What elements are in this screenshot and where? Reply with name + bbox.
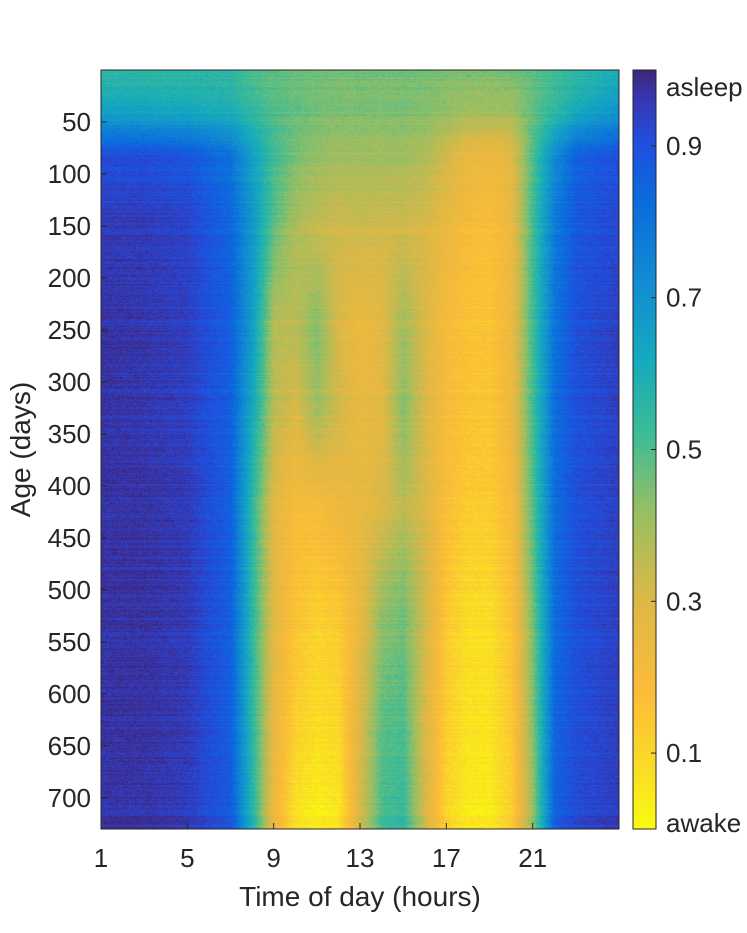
colorbar-tick-label: awake [666,808,741,838]
x-axis: 1 5 9 13 17 21 [94,823,547,873]
y-tick-label: 300 [48,367,91,397]
x-tick-label: 5 [180,843,194,873]
x-tick-label: 1 [94,843,108,873]
y-tick-label: 700 [48,783,91,813]
colorbar-tick-label: 0.9 [666,131,702,161]
y-tick-label: 500 [48,575,91,605]
colorbar-tick-label: 0.1 [666,738,702,768]
y-tick-label: 550 [48,627,91,657]
colorbar-tick-label: 0.5 [666,435,702,465]
y-axis-label: Age (days) [5,382,36,517]
x-tick-label: 9 [266,843,280,873]
y-tick-label: 450 [48,523,91,553]
y-tick-label: 650 [48,731,91,761]
heatmap-canvas [101,70,619,829]
y-tick-label: 150 [48,211,91,241]
colorbar-ticks: awake 0.1 0.3 0.5 0.7 0.9 asleep [651,69,743,838]
y-axis: 50 100 150 200 250 300 350 400 450 500 550 600 650 70… [48,107,107,813]
colorbar-tick-label: asleep [666,72,743,102]
heatmap-image [101,70,619,829]
colorbar: awake 0.1 0.3 0.5 0.7 0.9 asleep [632,69,743,838]
y-tick-label: 250 [48,315,91,345]
y-tick-label: 50 [62,107,91,137]
x-axis-label: Time of day (hours) [239,881,481,912]
y-tick-label: 600 [48,679,91,709]
y-tick-label: 100 [48,159,91,189]
x-tick-label: 21 [518,843,547,873]
x-tick-label: 13 [346,843,375,873]
heatmap-area [100,69,620,830]
y-tick-label: 350 [48,419,91,449]
y-tick-label: 400 [48,471,91,501]
x-tick-label: 17 [432,843,461,873]
colorbar-tick-label: 0.3 [666,586,702,616]
colorbar-tick-label: 0.7 [666,283,702,313]
y-tick-label: 200 [48,263,91,293]
